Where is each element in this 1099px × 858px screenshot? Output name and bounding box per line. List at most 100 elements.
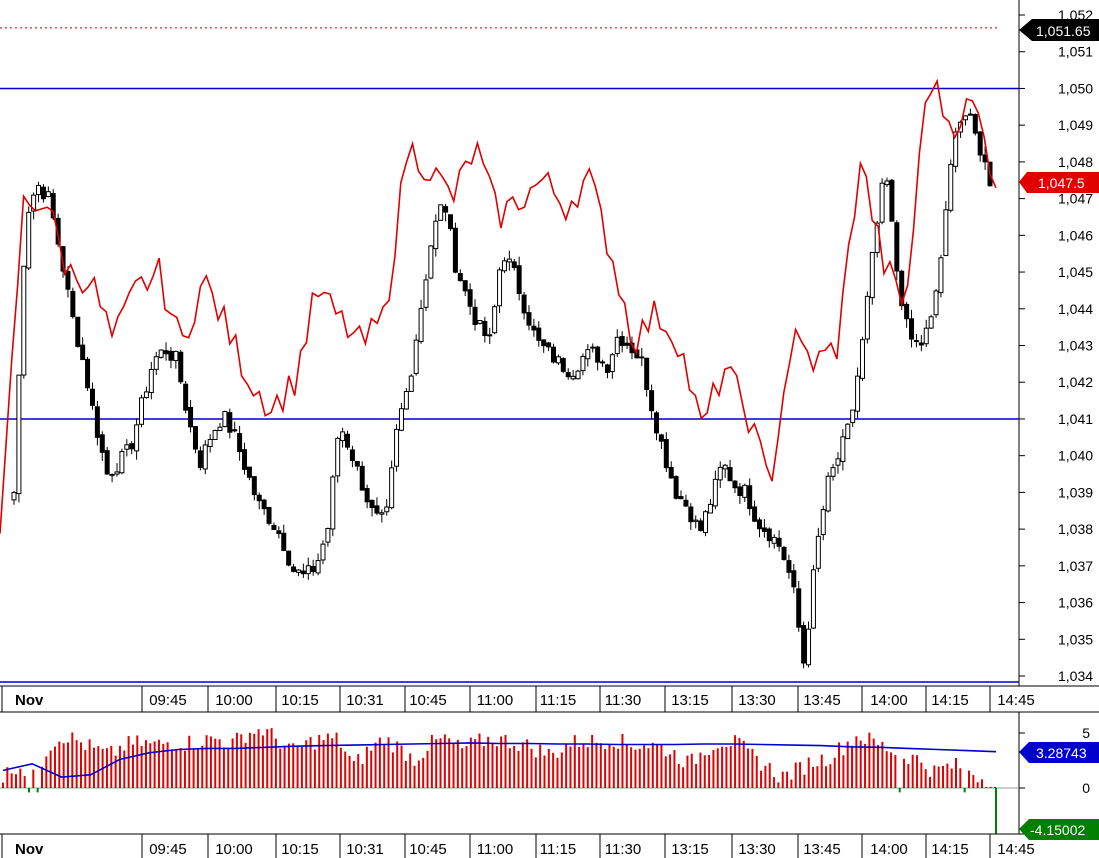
candle-body [585, 349, 591, 360]
candle-body [614, 336, 620, 355]
price-candle [727, 459, 733, 482]
time-axis-label: 09:45 [149, 692, 187, 709]
price-candle [531, 318, 537, 337]
candle-body [197, 450, 203, 469]
price-candle [85, 356, 91, 391]
price-candle [227, 408, 233, 439]
time-axis-label: 14:00 [870, 692, 908, 709]
price-candle [972, 113, 978, 136]
price-axis-label: 1,036 [1058, 595, 1093, 611]
candle-body [913, 340, 919, 343]
price-candle [443, 203, 449, 222]
price-candle [398, 402, 404, 432]
time-axis-label: 11:00 [477, 692, 513, 709]
price-candle [408, 373, 414, 392]
candle-body [747, 485, 753, 510]
candle-body [300, 570, 306, 575]
candle-body [801, 625, 807, 664]
candle-body [830, 467, 836, 477]
candle-body [408, 375, 414, 392]
candle-body [575, 370, 581, 380]
candle-body [550, 346, 556, 363]
time-axis-label: 11:15 [540, 841, 576, 858]
price-candle [796, 580, 802, 632]
price-axis-label: 1,039 [1058, 484, 1093, 500]
candle-body [781, 546, 787, 560]
last-price-badge: 1,047.5 [1019, 172, 1099, 193]
price-candle [693, 515, 699, 529]
candle-body [153, 356, 159, 370]
price-candle [722, 463, 728, 478]
candle-body [276, 530, 282, 534]
price-axis-label: 1,041 [1058, 411, 1093, 427]
candle-body [202, 444, 208, 470]
candle-body [173, 350, 179, 362]
candle-body [139, 397, 145, 425]
candle-body [639, 356, 645, 359]
price-candle [31, 192, 37, 220]
price-candle [737, 483, 743, 504]
price-candle [663, 432, 669, 472]
candle-body [31, 194, 37, 212]
candle-body [884, 180, 890, 186]
price-candle [143, 386, 149, 399]
candle-body [379, 512, 385, 515]
price-candle [619, 331, 625, 353]
price-candle [933, 288, 939, 318]
candle-body [967, 113, 973, 116]
candle-body [340, 431, 346, 442]
candle-body [237, 433, 243, 453]
price-candle [36, 181, 42, 203]
price-candle [192, 426, 198, 454]
price-candle [742, 483, 748, 503]
candle-body [531, 325, 537, 331]
candle-body [60, 246, 66, 272]
candle-body [286, 550, 292, 566]
price-candle [609, 352, 615, 379]
price-candle [889, 178, 895, 222]
price-candle [438, 204, 444, 221]
price-candle [487, 327, 493, 344]
candle-body [953, 131, 959, 167]
price-candle [89, 382, 95, 410]
price-candle [222, 410, 228, 428]
candle-body [281, 532, 287, 551]
signal-value: 3.28743 [1036, 745, 1087, 761]
candle-body [894, 222, 900, 272]
price-candle [188, 399, 194, 433]
price-candle [835, 452, 841, 474]
price-candle [747, 478, 753, 516]
candle-body [222, 411, 228, 428]
candle-body [291, 566, 297, 572]
candle-body [516, 265, 522, 294]
price-candle [703, 510, 709, 537]
price-candle [497, 267, 503, 314]
candle-body [398, 408, 404, 431]
price-candle [104, 446, 110, 475]
price-candle [183, 380, 189, 414]
candle-body [850, 409, 856, 424]
price-candle [756, 517, 762, 538]
price-candle [340, 427, 346, 448]
candle-body [703, 511, 709, 534]
price-candle [492, 304, 498, 335]
price-candle [389, 460, 395, 510]
price-candle [364, 484, 370, 509]
candle-body [855, 375, 861, 412]
candle-body [722, 464, 728, 470]
price-candle [109, 473, 115, 483]
time-axis-date: Nov [15, 692, 44, 709]
candle-body [653, 412, 659, 434]
price-candle [448, 214, 454, 231]
candle-body [389, 467, 395, 509]
price-candle [943, 200, 949, 257]
candle-body [511, 261, 517, 269]
candle-body [977, 131, 983, 156]
price-candle [477, 320, 483, 325]
time-axis-label: 10:00 [215, 692, 253, 709]
price-plot [0, 27, 1019, 683]
price-candle [261, 498, 267, 515]
time-axis-label: 13:15 [671, 692, 709, 709]
candle-body [148, 368, 154, 394]
price-candle [251, 476, 257, 501]
